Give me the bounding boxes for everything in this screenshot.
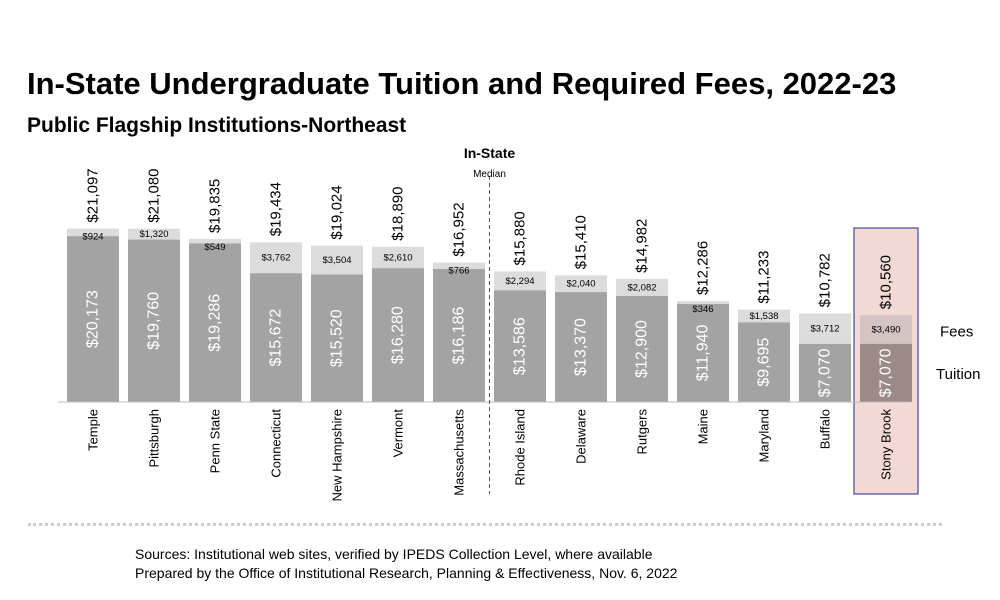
tuition-bar-maine <box>677 303 729 402</box>
category-label-temple: Temple <box>86 409 101 451</box>
tuition-label-stony-brook: $7,070 <box>878 348 895 397</box>
median-sublabel: Median <box>473 169 506 180</box>
median-label: In-State <box>464 145 516 161</box>
fees-bar-delaware <box>555 275 607 293</box>
fee-label-massachusetts: $766 <box>448 266 469 277</box>
tuition-bar-connecticut <box>250 273 302 402</box>
tuition-label-connecticut: $15,672 <box>268 309 285 367</box>
tuition-label-delaware: $13,370 <box>573 318 590 376</box>
category-label-stony-brook: Stony Brook <box>879 409 894 480</box>
tuition-bar-temple <box>67 236 119 402</box>
legend-fees: Fees <box>940 324 973 341</box>
fees-bar-temple <box>67 228 119 237</box>
fees-bar-maryland <box>738 309 790 323</box>
tuition-bar-massachusetts <box>433 268 485 402</box>
tuition-label-massachusetts: $16,186 <box>451 306 468 364</box>
tuition-bar-vermont <box>372 268 424 402</box>
total-label-maine: $12,286 <box>695 241 712 295</box>
category-label-maryland: Maryland <box>757 409 772 462</box>
fee-label-delaware: $2,040 <box>566 279 595 290</box>
fee-label-connecticut: $3,762 <box>261 253 290 264</box>
fees-bar-rutgers <box>616 278 668 296</box>
category-label-pittsburgh: Pittsburgh <box>147 409 162 468</box>
fees-bar-buffalo <box>799 313 851 344</box>
fees-bar-maine <box>677 301 729 304</box>
tuition-bar-new-hampshire <box>311 274 363 402</box>
category-label-penn-state: Penn State <box>208 409 223 473</box>
tuition-label-buffalo: $7,070 <box>817 348 834 397</box>
tuition-label-temple: $20,173 <box>85 290 102 348</box>
stacked-bar-chart: $924 $20,173 $21,097 Temple $1,320 $19,760 $21… <box>58 145 980 501</box>
category-label-new-hampshire: New Hampshire <box>330 409 345 501</box>
fees-bar-massachusetts <box>433 262 485 269</box>
total-label-new-hampshire: $19,024 <box>329 185 346 239</box>
tuition-bar-stony-brook <box>860 343 912 402</box>
fees-bar-penn-state <box>189 238 241 244</box>
total-label-buffalo: $10,782 <box>817 253 834 307</box>
fee-label-vermont: $2,610 <box>383 252 412 263</box>
fees-bar-connecticut <box>250 242 302 274</box>
tuition-label-pittsburgh: $19,760 <box>146 292 163 350</box>
category-label-massachusetts: Massachusetts <box>452 409 467 496</box>
tuition-label-vermont: $16,280 <box>390 306 407 364</box>
category-label-vermont: Vermont <box>391 409 406 458</box>
total-label-pittsburgh: $21,080 <box>146 168 163 222</box>
chart-subtitle: Public Flagship Institutions-Northeast <box>27 114 407 137</box>
chart-title: In-State Undergraduate Tuition and Requi… <box>27 66 897 101</box>
fees-bar-rhode-island <box>494 271 546 291</box>
tuition-bar-rhode-island <box>494 290 546 402</box>
legend-tuition: Tuition <box>936 366 980 383</box>
category-label-rhode-island: Rhode Island <box>513 409 528 486</box>
fee-label-new-hampshire: $3,504 <box>322 255 351 266</box>
fees-bar-new-hampshire <box>311 245 363 275</box>
tuition-bar-maryland <box>738 322 790 402</box>
tuition-label-penn-state: $19,286 <box>207 294 224 352</box>
dotted-divider <box>28 523 942 526</box>
tuition-label-maryland: $9,695 <box>756 338 773 387</box>
fees-bar-vermont <box>372 246 424 269</box>
category-label-buffalo: Buffalo <box>818 409 833 449</box>
fee-label-rhode-island: $2,294 <box>505 276 534 287</box>
total-label-rhode-island: $15,880 <box>512 211 529 265</box>
total-label-maryland: $11,233 <box>756 251 773 304</box>
tuition-bar-rutgers <box>616 295 668 402</box>
tuition-label-maine: $11,940 <box>695 325 712 382</box>
tuition-bar-penn-state <box>189 243 241 402</box>
fee-label-maine: $346 <box>692 304 713 315</box>
fee-label-pittsburgh: $1,320 <box>139 229 168 240</box>
total-label-delaware: $15,410 <box>573 215 590 269</box>
total-label-stony-brook: $10,560 <box>878 255 895 309</box>
category-label-delaware: Delaware <box>574 409 589 464</box>
total-label-penn-state: $19,835 <box>207 179 224 233</box>
fee-label-penn-state: $549 <box>204 242 225 253</box>
fee-label-maryland: $1,538 <box>749 311 778 322</box>
category-label-connecticut: Connecticut <box>269 409 284 478</box>
fees-bar-stony-brook <box>860 315 912 344</box>
tuition-bar-delaware <box>555 292 607 402</box>
sources-note: Sources: Institutional web sites, verifi… <box>135 545 677 583</box>
fee-label-buffalo: $3,712 <box>810 324 839 335</box>
sources-line: Sources: Institutional web sites, verifi… <box>135 546 653 562</box>
total-label-connecticut: $19,434 <box>268 182 285 236</box>
tuition-bar-pittsburgh <box>128 239 180 402</box>
tuition-label-rhode-island: $13,586 <box>512 317 529 375</box>
total-label-massachusetts: $16,952 <box>451 202 468 256</box>
total-label-vermont: $18,890 <box>390 186 407 240</box>
fee-label-stony-brook: $3,490 <box>871 325 900 336</box>
category-label-rutgers: Rutgers <box>635 409 650 455</box>
total-label-rutgers: $14,982 <box>634 219 651 273</box>
prepared-by-line: Prepared by the Office of Institutional … <box>135 565 678 581</box>
fees-bar-pittsburgh <box>128 228 180 240</box>
tuition-bar-buffalo <box>799 343 851 402</box>
tuition-label-new-hampshire: $15,520 <box>329 309 346 367</box>
tuition-label-rutgers: $12,900 <box>634 320 651 378</box>
fee-label-temple: $924 <box>82 232 103 243</box>
category-label-maine: Maine <box>696 409 711 444</box>
fee-label-rutgers: $2,082 <box>627 282 656 293</box>
total-label-temple: $21,097 <box>85 168 102 222</box>
